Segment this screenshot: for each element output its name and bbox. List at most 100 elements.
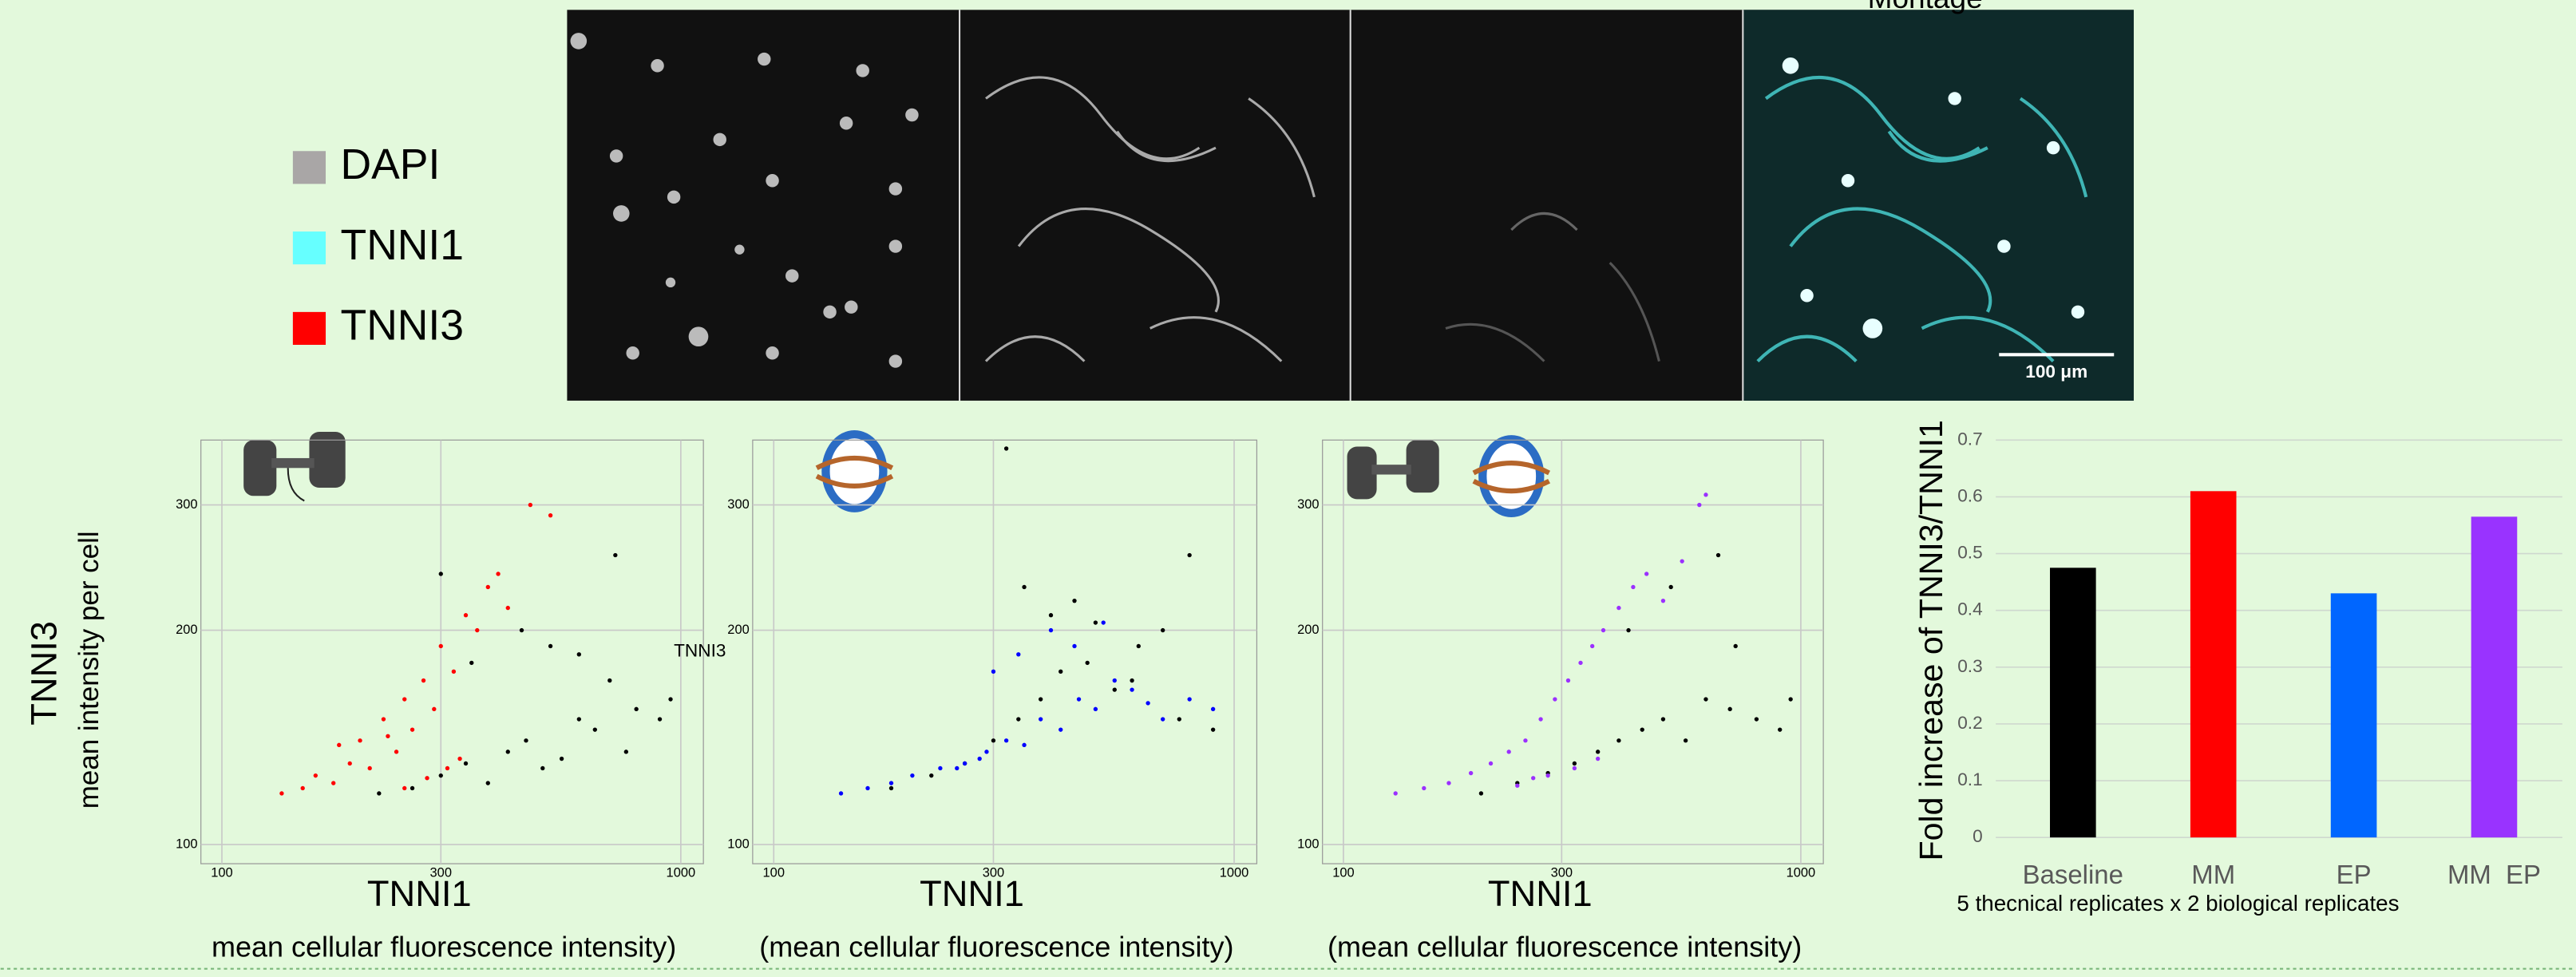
scatter-point	[1572, 765, 1577, 771]
scatter-point	[381, 717, 386, 722]
scatter-point	[1601, 627, 1606, 633]
scatter-point	[1210, 727, 1216, 732]
scatter-point	[410, 727, 415, 732]
x-tick-label: MM	[2191, 860, 2235, 889]
clock-icon	[815, 429, 894, 512]
bar	[2471, 516, 2518, 838]
y-tick-label: 300	[727, 497, 749, 512]
scatter-point	[386, 734, 390, 738]
nuclei	[570, 33, 919, 368]
x-tick-label: 300	[1551, 866, 1573, 880]
scatter-point	[1572, 761, 1577, 766]
scatter-point	[1112, 687, 1117, 692]
scatter-point	[1488, 761, 1494, 766]
scatter-point	[402, 785, 407, 791]
y-tick-label: 100	[1297, 837, 1319, 851]
scatter-point	[463, 613, 469, 618]
scatter-point	[445, 765, 450, 771]
montage-background	[1743, 10, 2134, 401]
scatter-point	[421, 678, 426, 683]
scatter-point	[438, 572, 443, 576]
scatter-point	[279, 791, 284, 796]
plot-area	[200, 439, 704, 864]
x-tick-label: 300	[983, 866, 1004, 880]
x-axis-title: TNNI1	[367, 873, 472, 914]
scatter-point	[1003, 446, 1009, 451]
scatter-point	[1058, 727, 1063, 732]
scatter-point	[668, 697, 673, 702]
scatter-point	[991, 669, 996, 674]
scatter-point	[1161, 717, 1165, 722]
shared-y-title: TNNI3	[23, 621, 64, 726]
scatter-point	[505, 750, 510, 754]
x-tick-label: 1000	[1220, 866, 1249, 880]
legend-label: TNNI3	[341, 303, 464, 350]
y-tick-label: 100	[176, 837, 197, 851]
scatter-point	[1468, 770, 1474, 776]
x-axis-title: TNNI1	[1488, 873, 1593, 914]
scatter-point	[1754, 717, 1759, 722]
scatter-point	[1422, 785, 1426, 791]
scatter-point	[485, 584, 490, 590]
scatter-point	[1085, 660, 1090, 666]
scatter-point	[657, 717, 663, 722]
scatter-point	[425, 776, 429, 781]
scatter-point	[1038, 717, 1043, 722]
scatter-point	[469, 660, 474, 666]
scatter-point	[984, 750, 989, 754]
scatter-point	[1058, 669, 1063, 674]
scatter-point	[331, 781, 336, 785]
scatter-point	[1626, 627, 1631, 633]
x-axis-subtitle: (mean cellular fluorescence intensity)	[1328, 931, 1802, 963]
scatter-point	[1146, 701, 1150, 706]
scatter-point	[838, 791, 844, 796]
scatter-point	[457, 756, 462, 761]
scatter-point	[1478, 791, 1484, 796]
scatter-point	[1393, 791, 1398, 796]
scatter-point	[1616, 605, 1621, 611]
x-axis-title: TNNI1	[920, 873, 1024, 914]
microscopy-images: 100 μm Montage	[567, 0, 2134, 401]
scatter-point	[623, 750, 629, 754]
scatter-point	[1161, 627, 1165, 633]
scatter-point	[962, 761, 967, 766]
scatter-point	[1596, 750, 1601, 754]
y-tick-label: 200	[1297, 623, 1319, 637]
scatter-point	[1112, 678, 1117, 683]
scatter-point	[1733, 643, 1738, 649]
scatter-point	[1727, 706, 1732, 712]
bar	[2330, 593, 2377, 838]
clock-icon	[1472, 435, 1551, 517]
scatter-point	[1130, 678, 1134, 683]
montage-fibers	[1756, 75, 2088, 363]
dumbbell-icon	[1347, 440, 1439, 500]
scatter-point	[1130, 687, 1134, 692]
scatter-point	[1446, 781, 1451, 785]
scatter-point	[592, 727, 597, 732]
scatter-point	[1016, 652, 1021, 657]
scatter-point	[1523, 738, 1528, 743]
scatter-point	[1631, 584, 1636, 590]
y-axis-title: Fold increase of TNNI3/TNNI1	[1913, 420, 1949, 860]
legend-swatch	[292, 231, 326, 265]
scatter-point	[451, 669, 457, 674]
scatter-point	[402, 697, 407, 702]
scatter-point	[929, 773, 934, 778]
scatter-point	[505, 605, 510, 611]
scatter-point	[485, 781, 490, 785]
scatter-point	[438, 773, 443, 778]
y-tick-label: 0.2	[1957, 713, 1982, 733]
scatter-point	[910, 773, 915, 778]
scatter-point	[1715, 552, 1721, 558]
y-tick-label: 300	[1297, 497, 1319, 512]
scatter-point	[1640, 727, 1644, 732]
y-tick-label: 0.6	[1957, 485, 1982, 505]
scatter-point	[1703, 492, 1708, 497]
scatter-point	[432, 706, 437, 712]
scatter-point	[1538, 717, 1543, 722]
scatter-point	[1553, 697, 1557, 702]
x-axis-subtitle: (mean cellular fluorescence intensity)	[759, 931, 1233, 963]
scatter-point	[528, 502, 533, 508]
montage-title: Montage	[1868, 0, 1983, 14]
